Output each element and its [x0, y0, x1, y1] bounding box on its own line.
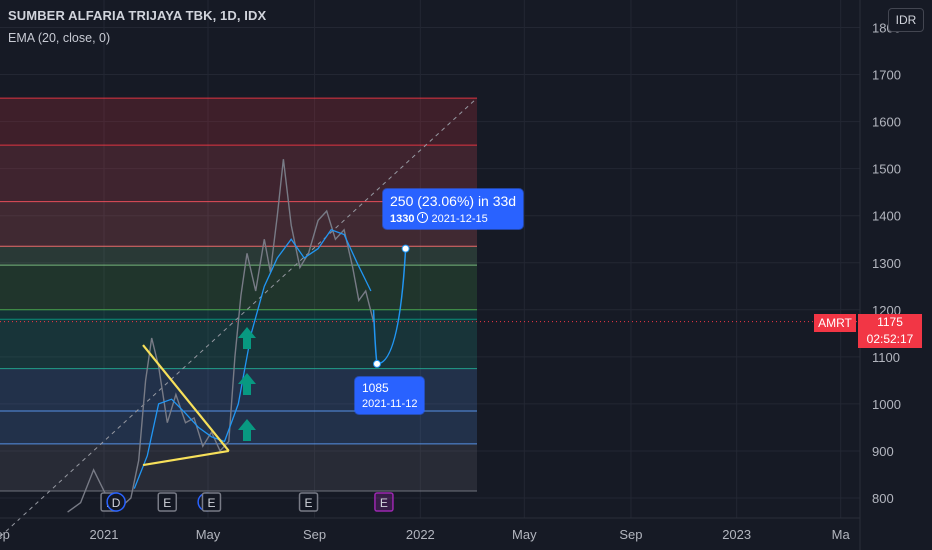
y-tick-label: 1100	[872, 350, 900, 365]
projection-low-tooltip: 1085 2021-11-12	[355, 377, 425, 414]
axes: 8009001000110012001300140015001600170018…	[0, 0, 901, 550]
event-label: E	[305, 496, 313, 510]
x-tick-label: 2022	[406, 527, 435, 542]
x-tick-label: Sep	[619, 527, 642, 542]
event-label: D	[112, 496, 121, 510]
fib-band	[0, 265, 477, 310]
bar-countdown: 02:52:17	[866, 332, 914, 346]
projection-low-point	[373, 359, 381, 368]
x-tick-label: 2021	[90, 527, 119, 542]
price-line	[67, 159, 375, 513]
projection-high-date: 2021-12-15	[431, 213, 488, 225]
projection-high-price: 1330	[390, 213, 415, 225]
up-arrow-icon	[238, 373, 256, 396]
fib-band	[0, 443, 477, 491]
up-arrow-icon	[238, 419, 256, 442]
x-tick-label: May	[512, 527, 537, 542]
x-tick-label: May	[196, 527, 221, 542]
fib-band	[0, 246, 477, 266]
x-tick-label: 2023	[722, 527, 751, 542]
y-tick-label: 800	[872, 491, 894, 506]
symbol-title[interactable]: SUMBER ALFARIA TRIJAYA TBK, 1D, IDX	[8, 8, 267, 23]
projection-low-price: 1085	[362, 381, 389, 395]
drawings[interactable]: EDEDEEE	[0, 244, 860, 512]
event-label: E	[207, 496, 215, 510]
event-earnings-icon	[201, 492, 222, 512]
up-arrow-icon	[238, 327, 256, 350]
fib-band	[0, 98, 477, 146]
trend-line-lower	[142, 449, 229, 467]
x-tick-label: Ma	[832, 527, 851, 542]
fib-band	[0, 410, 477, 444]
trend-line-upper	[142, 344, 230, 452]
y-tick-label: 1000	[872, 397, 901, 412]
price-series	[67, 159, 375, 513]
last-price-value: 1175	[877, 315, 903, 329]
x-tick-label: Sep	[0, 527, 10, 542]
event-label: E	[163, 496, 171, 510]
symbol-price-tag: AMRT	[814, 314, 856, 332]
x-tick-label: Sep	[303, 527, 326, 542]
y-tick-label: 900	[872, 444, 894, 459]
indicator-legend[interactable]: EMA (20, close, 0)	[8, 31, 111, 45]
currency-button[interactable]: IDR	[888, 8, 924, 32]
projection-summary: 250 (23.06%) in 33d	[390, 193, 517, 209]
y-tick-label: 1300	[872, 256, 901, 271]
last-price-tag: 1175 02:52:17	[858, 314, 922, 348]
y-tick-label: 1500	[872, 162, 901, 177]
y-tick-label: 1400	[872, 209, 901, 224]
clock-icon	[417, 212, 429, 223]
event-label: E	[380, 496, 388, 510]
event-earnings-icon	[298, 492, 319, 512]
projection-high-tooltip: 250 (23.06%) in 33d 1330 2021-12-15	[383, 189, 524, 229]
projection-high-point	[401, 244, 410, 253]
y-tick-label: 1600	[872, 115, 901, 130]
y-tick-label: 1700	[872, 68, 901, 83]
event-earnings-icon	[374, 492, 394, 512]
projection-low-date: 2021-11-12	[362, 398, 418, 410]
event-earnings-icon	[157, 492, 178, 512]
event-dividend-icon	[106, 492, 126, 512]
